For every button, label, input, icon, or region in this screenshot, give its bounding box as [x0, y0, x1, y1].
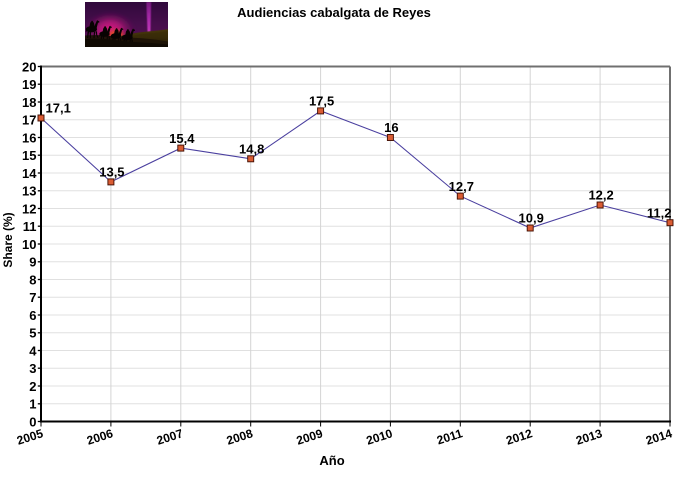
svg-text:20: 20 — [22, 59, 36, 74]
svg-text:Share (%): Share (%) — [1, 212, 15, 267]
svg-text:17: 17 — [22, 113, 36, 128]
svg-text:2: 2 — [29, 379, 36, 394]
svg-text:9: 9 — [29, 255, 36, 270]
svg-text:Año: Año — [319, 453, 344, 468]
svg-text:12,7: 12,7 — [449, 179, 474, 194]
svg-text:4: 4 — [29, 343, 37, 358]
svg-text:13,5: 13,5 — [99, 165, 124, 180]
svg-text:13: 13 — [22, 184, 36, 199]
svg-text:5: 5 — [29, 326, 36, 341]
svg-text:12: 12 — [22, 201, 36, 216]
svg-text:11,2: 11,2 — [647, 205, 672, 220]
svg-text:7: 7 — [29, 290, 36, 305]
svg-text:17,5: 17,5 — [309, 94, 334, 109]
svg-text:17,1: 17,1 — [46, 101, 71, 116]
svg-text:11: 11 — [23, 219, 37, 234]
svg-text:12,2: 12,2 — [588, 188, 613, 203]
svg-text:16: 16 — [384, 120, 398, 135]
svg-text:19: 19 — [22, 77, 36, 92]
svg-text:14,8: 14,8 — [239, 142, 264, 157]
svg-text:6: 6 — [29, 308, 36, 323]
svg-text:18: 18 — [22, 95, 36, 110]
svg-text:14: 14 — [22, 166, 37, 181]
svg-text:15,4: 15,4 — [169, 131, 195, 146]
svg-text:0: 0 — [29, 414, 36, 429]
svg-text:8: 8 — [29, 272, 36, 287]
svg-text:16: 16 — [22, 130, 36, 145]
svg-text:15: 15 — [22, 148, 36, 163]
svg-text:3: 3 — [29, 361, 36, 376]
svg-text:Audiencias cabalgata de Reyes: Audiencias cabalgata de Reyes — [237, 5, 431, 20]
svg-text:10: 10 — [22, 237, 36, 252]
svg-text:1: 1 — [29, 397, 36, 412]
svg-text:10,9: 10,9 — [519, 211, 544, 226]
